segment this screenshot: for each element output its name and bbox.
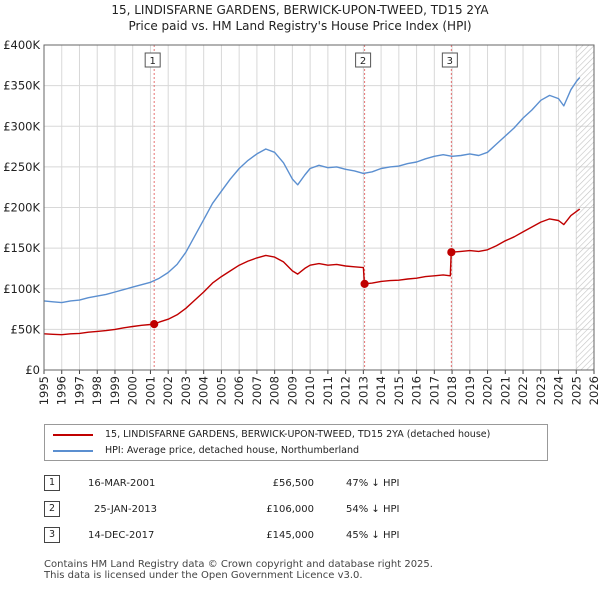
y-tick-label: £350K: [3, 79, 40, 93]
sale-label-box: [144, 52, 161, 68]
x-tick-label: 2000: [126, 376, 140, 405]
chart-title-line2: Price paid vs. HM Land Registry's House …: [128, 19, 472, 33]
x-tick-label: 2002: [161, 376, 175, 405]
legend-label-hpi: HPI: Average price, detached house, Nort…: [105, 445, 359, 456]
sale-price: £145,000: [266, 529, 314, 541]
x-tick-label: 2007: [250, 376, 264, 405]
table-row: 2 25-JAN-2013 £106,000 54% ↓ HPI: [44, 496, 399, 522]
x-tick-label: 2012: [339, 376, 353, 405]
grid-layer: [43, 44, 595, 371]
x-tick-label: 2017: [427, 376, 441, 405]
legend: 15, LINDISFARNE GARDENS, BERWICK-UPON-TW…: [44, 424, 548, 461]
axis-layer: £0 £50K £100K £150K £200K £250K £300K £350K £400…: [3, 38, 600, 405]
sale-number-cell: 3: [44, 522, 88, 548]
table-row: 1 16-MAR-2001 £56,500 47% ↓ HPI: [44, 470, 399, 496]
x-tick-label: 2015: [392, 376, 406, 405]
y-tick-label: £300K: [3, 119, 40, 133]
x-tick-label: 2016: [410, 376, 424, 405]
y-tick-label: £0: [25, 363, 40, 377]
x-tick-label: 2009: [285, 376, 299, 405]
x-tick-label: 2020: [481, 376, 495, 405]
sale-label-box: [355, 52, 372, 68]
sale-number-cell: 2: [44, 496, 88, 522]
y-tick-label: £200K: [3, 201, 40, 215]
sale-point-3: [447, 248, 456, 257]
legend-swatch-hpi: [53, 449, 93, 452]
x-tick-label: 2014: [374, 376, 388, 405]
sale-point-1: [150, 319, 159, 329]
sale-label-text: 1: [149, 56, 155, 67]
sale-date: 25-JAN-2013: [94, 503, 158, 515]
x-tick-label: 1997: [72, 376, 86, 405]
sale-price: £106,000: [266, 503, 314, 515]
x-tick-label: 2019: [463, 376, 477, 405]
x-tick-label: 2018: [445, 376, 459, 405]
x-tick-label: 2001: [143, 376, 157, 405]
y-tick-label: £150K: [3, 241, 40, 255]
x-tick-label: 2013: [356, 376, 370, 405]
x-tick-label: 2021: [498, 376, 512, 405]
footer-copyright: Contains HM Land Registry data © Crown c…: [44, 559, 433, 570]
forecast-shade: [576, 45, 594, 370]
sale-hpi-diff: 47% ↓ HPI: [346, 477, 400, 489]
x-tick-label: 2023: [534, 376, 548, 405]
x-tick-label: 2006: [232, 376, 246, 405]
sale-number: 2: [44, 501, 60, 517]
x-tick-label: 2005: [214, 376, 228, 405]
x-tick-label: 1999: [108, 376, 122, 405]
y-tick-label: £100K: [3, 282, 40, 296]
x-tick-label: 2004: [197, 376, 211, 405]
legend-item-property: 15, LINDISFARNE GARDENS, BERWICK-UPON-TW…: [53, 427, 490, 443]
x-tick-label: 2026: [587, 376, 600, 405]
table-row: 3 14-DEC-2017 £145,000 45% ↓ HPI: [44, 522, 399, 548]
legend-label-property: 15, LINDISFARNE GARDENS, BERWICK-UPON-TW…: [105, 429, 491, 440]
x-tick-label: 2010: [303, 376, 317, 405]
sales-table: 1 16-MAR-2001 £56,500 47% ↓ HPI 2 25-JAN…: [44, 470, 399, 548]
future-shade-layer: [576, 45, 594, 370]
x-tick-label: 2008: [268, 376, 282, 405]
x-tick-label: 1995: [37, 376, 51, 405]
sale-date: 14-DEC-2017: [88, 529, 155, 541]
x-tick-label: 2022: [516, 376, 530, 405]
x-tick-label: 2011: [321, 376, 335, 405]
legend-swatch-property: [53, 433, 93, 436]
sale-label-text: 3: [447, 56, 453, 67]
sale-hpi-diff: 45% ↓ HPI: [346, 529, 400, 541]
sale-number-cell: 1: [44, 470, 88, 496]
plot-border: [43, 44, 595, 371]
sale-hpi-diff: 54% ↓ HPI: [346, 503, 400, 515]
x-tick-label: 2003: [179, 376, 193, 405]
sale-label-2: 2: [355, 52, 372, 68]
x-tick-label: 1996: [55, 376, 69, 405]
series-layer: [43, 77, 581, 336]
sale-number: 1: [44, 475, 60, 491]
chart-title-line1: 15, LINDISFARNE GARDENS, BERWICK-UPON-TW…: [111, 3, 489, 17]
property-series-line: [43, 208, 581, 336]
x-tick-label: 2025: [569, 376, 583, 405]
sale-label-3: 3: [441, 52, 458, 68]
x-tick-label: 2024: [552, 376, 566, 405]
sale-label-text: 2: [360, 56, 366, 67]
sale-date: 16-MAR-2001: [88, 477, 156, 489]
x-tick-label: 1998: [90, 376, 104, 405]
sale-point-2: [360, 279, 369, 288]
sale-label-layer: 1 2 3: [144, 52, 458, 68]
y-tick-label: £50K: [11, 322, 41, 336]
chart-area: £0 £50K £100K £150K £200K £250K £300K £350K £400…: [3, 38, 600, 405]
y-tick-label: £400K: [3, 38, 40, 52]
sale-number: 3: [44, 527, 60, 543]
sale-label-box: [441, 52, 458, 68]
chart-title: 15, LINDISFARNE GARDENS, BERWICK-UPON-TW…: [0, 2, 600, 34]
sale-price: £56,500: [272, 477, 314, 489]
y-tick-label: £250K: [3, 160, 40, 174]
footer-licence: This data is licensed under the Open Gov…: [44, 570, 363, 581]
hpi-series-line: [43, 77, 581, 304]
sale-label-1: 1: [144, 52, 161, 68]
legend-item-hpi: HPI: Average price, detached house, Nort…: [53, 443, 359, 459]
footer: Contains HM Land Registry data © Crown c…: [44, 559, 433, 581]
